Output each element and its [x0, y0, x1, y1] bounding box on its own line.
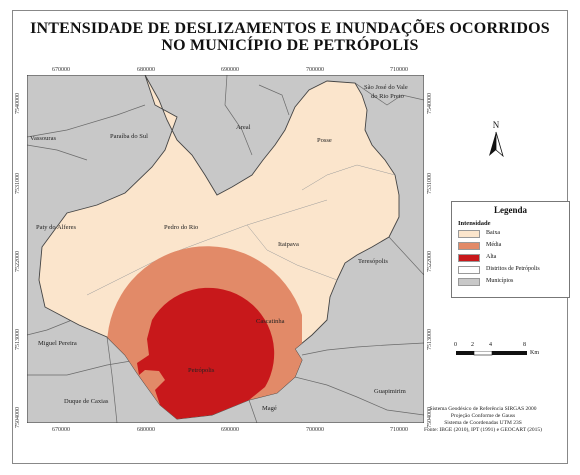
place-label-paty: Paty do Alferes [36, 224, 77, 231]
y-tick-label: 7540000 [15, 93, 21, 114]
scale-tick: 2 [471, 342, 474, 348]
legend-swatch [458, 230, 480, 238]
scale-tick: 8 [523, 342, 526, 348]
y-tick-label: 7531000 [15, 173, 21, 194]
x-tick-label: 680000 [137, 427, 155, 433]
map-title: INTENSIDADE DE DESLIZAMENTOS E INUNDAÇÕE… [0, 20, 580, 54]
place-label-miguel-pereira: Miguel Pereira [38, 340, 77, 347]
place-label-petropolis: Petrópolis [188, 367, 215, 374]
legend-swatch [458, 242, 480, 250]
x-tick-label: 680000 [137, 67, 155, 73]
petropolis-municipality [38, 75, 400, 420]
place-label-sao-jose-2: do Rio Preto [371, 93, 404, 100]
y-tick-label: 7504000 [15, 407, 21, 428]
place-label-sao-jose: São José do Vale [364, 84, 408, 91]
north-arrow-icon [489, 131, 504, 158]
place-label-posse: Posse [317, 137, 332, 144]
x-tick-label: 690000 [221, 427, 239, 433]
y-tick-label: 7540000 [427, 93, 433, 114]
place-label-cascatinha: Cascatinha [256, 318, 285, 325]
legend-label: Municípios [486, 278, 514, 284]
place-label-mage: Magé [262, 405, 277, 412]
x-tick-label: 700000 [306, 427, 324, 433]
y-tick-label: 7531000 [427, 173, 433, 194]
x-tick-label: 710000 [390, 427, 408, 433]
north-arrow: N [485, 120, 507, 160]
x-tick-label: 670000 [52, 67, 70, 73]
scale-bar: 0 2 4 8 Km [454, 342, 554, 364]
scale-bar-graphic [456, 351, 527, 356]
y-tick-label: 7513000 [15, 329, 21, 350]
x-tick-label: 700000 [306, 67, 324, 73]
map-canvas [27, 75, 424, 423]
legend-swatch [458, 278, 480, 286]
credit-line: Sistema Geodésico de Referência SIRGAS 2… [429, 406, 537, 412]
alta-zone [137, 287, 275, 419]
legend: Legenda Intensidade Baixa Média Alta Dis… [451, 201, 570, 298]
map-title-line2: NO MUNICÍPIO DE PETRÓPOLIS [161, 37, 419, 54]
district-borders [86, 164, 396, 296]
scale-tick: 0 [454, 342, 457, 348]
credit-line: Fonte: IBGE (2010), IPT (1991) e GEOCART… [423, 427, 542, 433]
y-tick-label: 7522000 [15, 251, 21, 272]
y-tick-label: 7522000 [427, 251, 433, 272]
legend-swatch [458, 266, 480, 274]
place-label-teresopolis: Teresópolis [358, 258, 388, 265]
place-label-areal: Areal [236, 124, 251, 131]
legend-label: Alta [486, 254, 497, 260]
place-label-pedro-do-rio: Pedro do Rio [164, 224, 199, 231]
legend-swatch [458, 254, 480, 262]
x-tick-label: 670000 [52, 427, 70, 433]
legend-label: Média [486, 242, 502, 248]
y-tick-label: 7513000 [427, 329, 433, 350]
scale-unit: Km [530, 350, 539, 356]
scale-tick: 4 [489, 342, 492, 348]
place-label-duque: Duque de Caxias [64, 398, 109, 405]
north-label: N [492, 120, 500, 130]
map-credits: Sistema Geodésico de Referência SIRGAS 2… [398, 406, 568, 434]
place-label-vassouras: Vassouras [30, 135, 56, 142]
legend-label: Baixa [486, 230, 500, 236]
x-tick-label: 710000 [390, 67, 408, 73]
credit-line: Projeção Conforme de Gauss [450, 413, 516, 419]
map-title-line1: INTENSIDADE DE DESLIZAMENTOS E INUNDAÇÕE… [30, 20, 550, 37]
place-label-paraiba: Paraíba do Sul [110, 133, 148, 140]
legend-title: Legenda [493, 205, 527, 215]
legend-subtitle: Intensidade [458, 220, 491, 227]
credit-line: Sistema de Coordenadas UTM 23S [444, 420, 522, 426]
place-label-guapimirim: Guapimirim [374, 388, 406, 395]
legend-label: Distritos de Petrópolis [486, 266, 540, 272]
x-tick-label: 690000 [221, 67, 239, 73]
place-label-itaipava: Itaipava [278, 241, 299, 248]
municipal-borders [27, 75, 424, 423]
